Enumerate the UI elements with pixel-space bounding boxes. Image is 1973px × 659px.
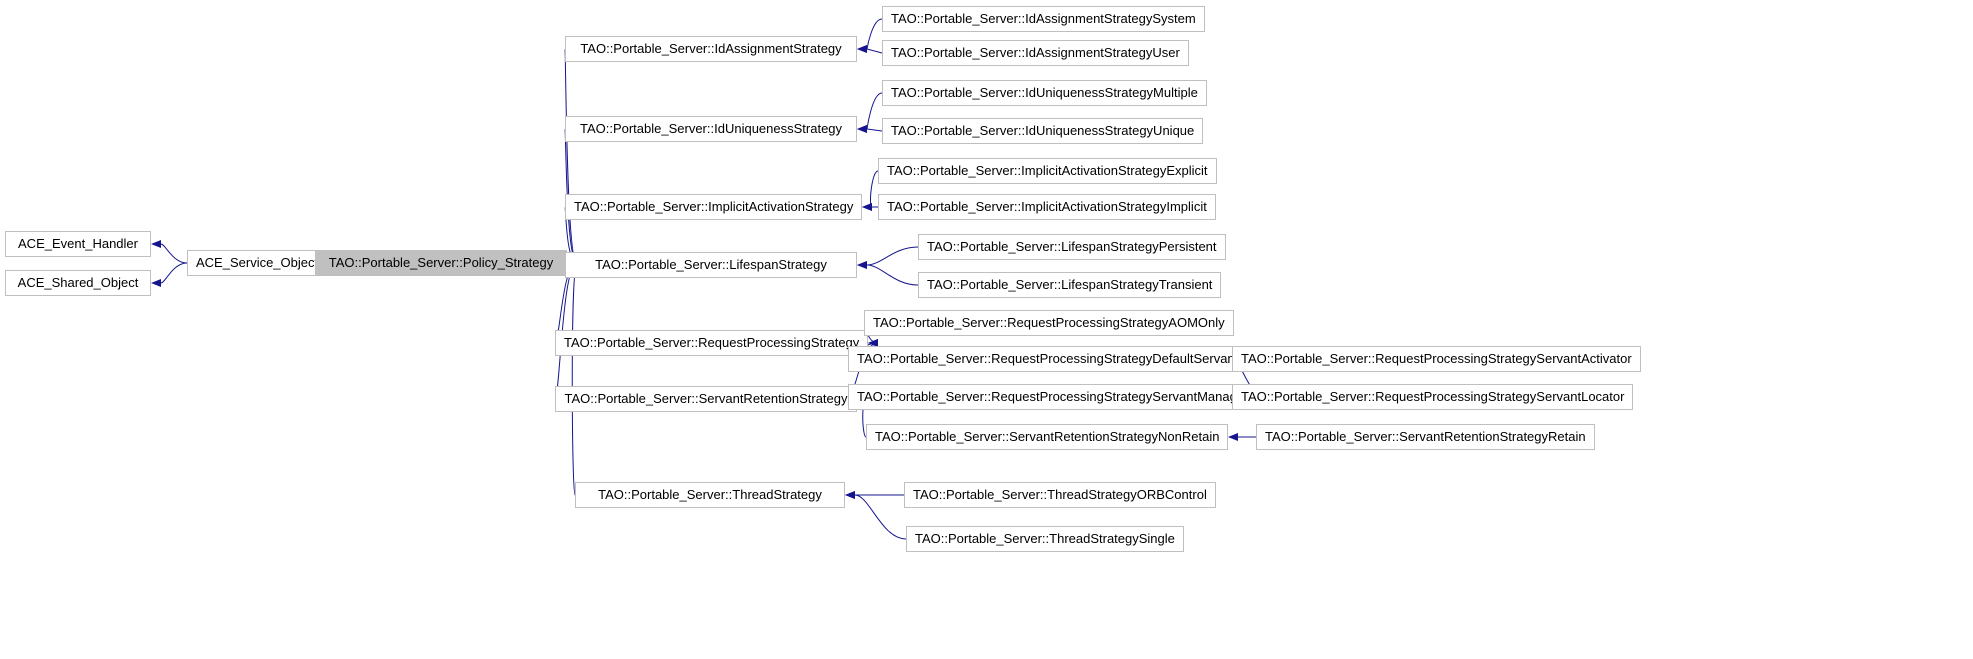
inheritance-edge: [867, 19, 882, 49]
class-node-rp_default_servant[interactable]: TAO::Portable_Server::RequestProcessingS…: [848, 346, 1247, 372]
class-node-label: TAO::Portable_Server::ServantRetentionSt…: [1265, 429, 1586, 444]
class-node-label: TAO::Portable_Server::RequestProcessingS…: [1241, 351, 1632, 366]
class-node-sr_nonretain[interactable]: TAO::Portable_Server::ServantRetentionSt…: [866, 424, 1228, 450]
class-node-thread[interactable]: TAO::Portable_Server::ThreadStrategy: [575, 482, 845, 508]
edge-arrowhead: [862, 203, 872, 211]
class-node-label: TAO::Portable_Server::ImplicitActivation…: [887, 163, 1208, 178]
edge-arrowhead: [845, 491, 855, 499]
class-node-label: TAO::Portable_Server::ServantRetentionSt…: [564, 391, 847, 406]
inheritance-edge: [565, 49, 577, 263]
inheritance-edge: [572, 263, 577, 495]
class-node-policy_strategy[interactable]: TAO::Portable_Server::Policy_Strategy: [315, 250, 567, 276]
edge-arrowhead: [857, 125, 867, 133]
class-node-label: TAO::Portable_Server::ServantRetentionSt…: [875, 429, 1219, 444]
class-node-implicit_activation[interactable]: TAO::Portable_Server::ImplicitActivation…: [565, 194, 862, 220]
diagram-canvas: ACE_Event_Handler ACE_Shared_Object ACE_Se…: [0, 0, 1973, 659]
class-node-label: ACE_Service_Object: [196, 255, 318, 270]
class-node-ace_shared_object[interactable]: ACE_Shared_Object: [5, 270, 151, 296]
edge-arrowhead: [1228, 433, 1238, 441]
class-node-rp_aomonly[interactable]: TAO::Portable_Server::RequestProcessingS…: [864, 310, 1234, 336]
inheritance-edge: [870, 171, 878, 207]
class-node-label: TAO::Portable_Server::RequestProcessingS…: [564, 335, 859, 350]
class-node-label: TAO::Portable_Server::RequestProcessingS…: [873, 315, 1225, 330]
class-node-id_uniqueness[interactable]: TAO::Portable_Server::IdUniquenessStrate…: [565, 116, 857, 142]
class-node-label: TAO::Portable_Server::RequestProcessingS…: [857, 389, 1248, 404]
class-node-rp_servant_locator[interactable]: TAO::Portable_Server::RequestProcessingS…: [1232, 384, 1633, 410]
class-node-ia_implicit[interactable]: TAO::Portable_Server::ImplicitActivation…: [878, 194, 1216, 220]
edge-arrowhead: [857, 261, 867, 269]
class-node-label: TAO::Portable_Server::IdAssignmentStrate…: [580, 41, 841, 56]
edge-arrowhead: [857, 45, 867, 53]
class-node-ls_persistent[interactable]: TAO::Portable_Server::LifespanStrategyPe…: [918, 234, 1226, 260]
edge-arrowhead: [151, 279, 161, 287]
class-node-label: TAO::Portable_Server::RequestProcessingS…: [857, 351, 1238, 366]
inheritance-edge: [867, 129, 882, 131]
class-node-lifespan[interactable]: TAO::Portable_Server::LifespanStrategy: [565, 252, 857, 278]
class-node-label: ACE_Event_Handler: [18, 236, 138, 251]
class-node-label: TAO::Portable_Server::ImplicitActivation…: [574, 199, 853, 214]
class-node-ls_transient[interactable]: TAO::Portable_Server::LifespanStrategyTr…: [918, 272, 1221, 298]
inheritance-edge: [161, 244, 187, 263]
edge-arrowhead: [857, 261, 867, 269]
inheritance-edge: [161, 263, 187, 283]
class-node-rp_servant_manager[interactable]: TAO::Portable_Server::RequestProcessingS…: [848, 384, 1257, 410]
class-node-label: TAO::Portable_Server::LifespanStrategyPe…: [927, 239, 1217, 254]
class-node-idu_multiple[interactable]: TAO::Portable_Server::IdUniquenessStrate…: [882, 80, 1207, 106]
class-node-ia_explicit[interactable]: TAO::Portable_Server::ImplicitActivation…: [878, 158, 1217, 184]
class-node-label: TAO::Portable_Server::LifespanStrategyTr…: [927, 277, 1212, 292]
class-node-ida_user[interactable]: TAO::Portable_Server::IdAssignmentStrate…: [882, 40, 1189, 66]
class-node-ace_service_object[interactable]: ACE_Service_Object: [187, 250, 327, 276]
class-node-label: TAO::Portable_Server::IdUniquenessStrate…: [891, 85, 1198, 100]
inheritance-edge: [867, 265, 918, 285]
class-node-sr_retain[interactable]: TAO::Portable_Server::ServantRetentionSt…: [1256, 424, 1595, 450]
class-node-label: TAO::Portable_Server::Policy_Strategy: [329, 255, 553, 270]
class-node-label: TAO::Portable_Server::IdAssignmentStrate…: [891, 45, 1180, 60]
edge-arrowhead: [151, 240, 161, 248]
edge-arrowhead: [845, 491, 855, 499]
class-node-label: ACE_Shared_Object: [18, 275, 139, 290]
class-node-label: TAO::Portable_Server::ImplicitActivation…: [887, 199, 1207, 214]
class-node-label: TAO::Portable_Server::IdAssignmentStrate…: [891, 11, 1196, 26]
edge-arrowhead: [862, 203, 872, 211]
inheritance-edge: [867, 49, 882, 53]
class-node-ida_system[interactable]: TAO::Portable_Server::IdAssignmentStrate…: [882, 6, 1205, 32]
class-node-ts_single[interactable]: TAO::Portable_Server::ThreadStrategySing…: [906, 526, 1184, 552]
class-node-label: TAO::Portable_Server::ThreadStrategyORBC…: [913, 487, 1207, 502]
inheritance-edge: [855, 495, 906, 539]
class-node-label: TAO::Portable_Server::RequestProcessingS…: [1241, 389, 1624, 404]
class-node-servant_retention[interactable]: TAO::Portable_Server::ServantRetentionSt…: [555, 386, 857, 412]
class-node-label: TAO::Portable_Server::LifespanStrategy: [595, 257, 827, 272]
class-node-label: TAO::Portable_Server::ThreadStrategySing…: [915, 531, 1175, 546]
class-node-ts_orbcontrol[interactable]: TAO::Portable_Server::ThreadStrategyORBC…: [904, 482, 1216, 508]
inheritance-edge: [867, 247, 918, 265]
edge-arrowhead: [857, 45, 867, 53]
class-node-rp_servant_activator[interactable]: TAO::Portable_Server::RequestProcessingS…: [1232, 346, 1641, 372]
class-node-label: TAO::Portable_Server::IdUniquenessStrate…: [580, 121, 842, 136]
class-node-label: TAO::Portable_Server::IdUniquenessStrate…: [891, 123, 1194, 138]
class-node-request_processing[interactable]: TAO::Portable_Server::RequestProcessingS…: [555, 330, 868, 356]
class-node-id_assignment[interactable]: TAO::Portable_Server::IdAssignmentStrate…: [565, 36, 857, 62]
inheritance-edge: [867, 93, 882, 129]
edge-arrowhead: [857, 125, 867, 133]
class-node-idu_unique[interactable]: TAO::Portable_Server::IdUniquenessStrate…: [882, 118, 1203, 144]
class-node-ace_event_handler[interactable]: ACE_Event_Handler: [5, 231, 151, 257]
class-node-label: TAO::Portable_Server::ThreadStrategy: [598, 487, 822, 502]
